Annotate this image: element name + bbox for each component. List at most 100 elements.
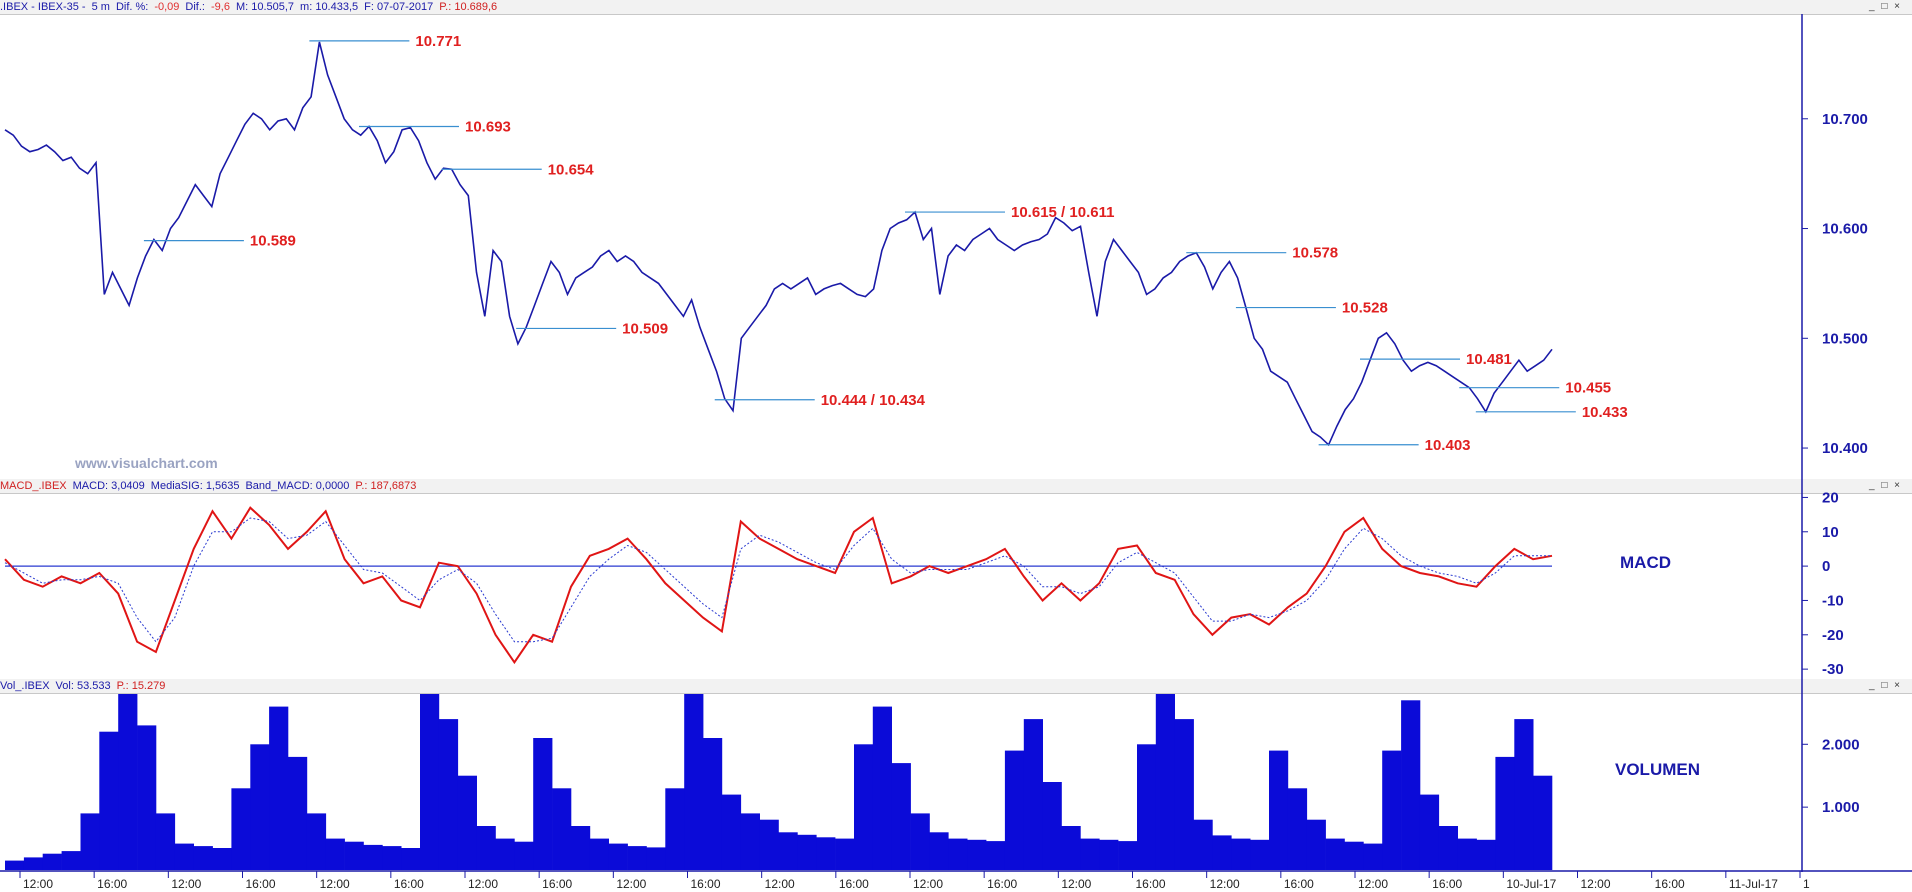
time-tick-label: 12:00 xyxy=(171,877,201,891)
time-tick-label: 1 xyxy=(1803,877,1810,891)
dif-value: -9,6 xyxy=(210,1,230,13)
volume-bar xyxy=(250,744,270,870)
volume-panel: 1.000 2.000 xyxy=(5,694,1860,870)
volume-bar xyxy=(552,788,572,870)
volume-bar xyxy=(420,694,440,870)
volume-bar xyxy=(212,848,232,870)
volume-bar xyxy=(137,725,157,870)
macd-band-value: Band_MACD: 0,0000 xyxy=(245,480,350,492)
volume-bar xyxy=(703,738,723,870)
volume-bar xyxy=(401,848,421,870)
volume-bar xyxy=(1231,838,1251,870)
volume-bar xyxy=(684,694,704,870)
level-label: 10.444 / 10.434 xyxy=(821,392,926,409)
time-tick-label: 16:00 xyxy=(542,877,572,891)
volume-bar xyxy=(174,843,194,870)
volume-bar xyxy=(99,731,119,870)
volume-bar xyxy=(514,841,534,870)
volume-bar xyxy=(1438,826,1458,870)
volume-bar xyxy=(816,837,836,870)
date-value: F: 07-07-2017 xyxy=(364,1,434,13)
price-window-buttons[interactable]: _ □ × xyxy=(1869,1,1902,12)
time-tick-label: 12:00 xyxy=(765,877,795,891)
volume-bar xyxy=(1080,838,1100,870)
volume-bar xyxy=(1212,835,1232,870)
y-tick-label: 0 xyxy=(1822,558,1830,575)
volume-bar xyxy=(1419,794,1440,870)
price-line xyxy=(4,41,1553,447)
volume-bar xyxy=(1118,841,1138,870)
macd-window-buttons[interactable]: _ □ × xyxy=(1869,480,1902,491)
time-tick-label: 16:00 xyxy=(246,877,276,891)
volume-bar xyxy=(42,853,62,870)
volume-bar xyxy=(608,843,628,870)
time-tick-label: 16:00 xyxy=(691,877,721,891)
volume-bar xyxy=(306,813,327,870)
symbol-label: .IBEX - IBEX-35 - xyxy=(0,1,86,13)
volume-bar xyxy=(910,813,930,870)
y-tick-label: -10 xyxy=(1822,592,1844,609)
level-label: 10.403 xyxy=(1425,437,1471,454)
volume-bar xyxy=(835,838,855,870)
volume-bar xyxy=(1457,838,1477,870)
volume-bar xyxy=(438,719,459,870)
volume-panel-header: Vol_.IBEX Vol: 53.533 P.: 15.279 _ □ × xyxy=(0,679,1912,694)
volume-bar xyxy=(231,788,251,870)
watermark: www.visualchart.com xyxy=(74,455,218,471)
volume-bar xyxy=(891,763,911,870)
level-label: 10.771 xyxy=(415,33,461,50)
volume-window-buttons[interactable]: _ □ × xyxy=(1869,680,1902,691)
volume-bar xyxy=(1344,841,1364,870)
level-label: 10.578 xyxy=(1292,245,1338,262)
volume-bar xyxy=(759,819,779,870)
time-tick-label: 16:00 xyxy=(987,877,1017,891)
level-label: 10.528 xyxy=(1342,300,1388,317)
level-label: 10.481 xyxy=(1466,351,1512,368)
volume-bar xyxy=(193,846,213,870)
volume-bar xyxy=(1533,775,1553,870)
volume-bar xyxy=(1137,744,1157,870)
volume-bar xyxy=(797,834,817,870)
macd-signal-value: MediaSIG: 1,5635 xyxy=(150,480,240,492)
volume-bar xyxy=(589,838,609,870)
volume-panel-title: VOLUMEN xyxy=(1615,760,1700,779)
volume-bar xyxy=(457,775,477,870)
macd-last-value: P.: 187,6873 xyxy=(355,480,417,492)
volume-bar xyxy=(23,857,44,870)
volume-bar xyxy=(1269,750,1289,870)
volume-bar xyxy=(325,838,345,870)
volume-bar xyxy=(80,813,100,870)
y-tick-label: 10 xyxy=(1822,524,1839,541)
macd-line xyxy=(4,506,1553,665)
volume-name: Vol_.IBEX xyxy=(0,680,50,692)
time-tick-label: 12:00 xyxy=(468,877,498,891)
volume-bar xyxy=(344,841,364,870)
last-price-value: P.: 10.689,6 xyxy=(439,1,498,13)
price-panel: 10.400 10.500 10.600 10.700 10.771 10.693 10.6… xyxy=(4,33,1868,457)
y-tick-label: 2.000 xyxy=(1822,736,1860,753)
volume-bar xyxy=(1004,750,1025,870)
time-tick-label: 16:00 xyxy=(97,877,127,891)
time-tick-label: 10-Jul-17 xyxy=(1506,877,1556,891)
y-tick-label: 10.600 xyxy=(1822,221,1868,238)
volume-bar xyxy=(778,832,798,870)
volume-bar xyxy=(269,706,289,870)
y-tick-label: -20 xyxy=(1822,627,1844,644)
volume-bar xyxy=(1250,839,1270,870)
time-tick-label: 16:00 xyxy=(1655,877,1685,891)
time-tick-label: 16:00 xyxy=(839,877,869,891)
volume-bar xyxy=(1193,819,1213,870)
macd-name: MACD_.IBEX xyxy=(0,480,67,492)
level-label: 10.654 xyxy=(548,161,595,178)
macd-panel-header: MACD_.IBEX MACD: 3,0409 MediaSIG: 1,5635 Ba… xyxy=(0,479,1912,494)
time-tick-label: 16:00 xyxy=(1432,877,1462,891)
volume-bar xyxy=(929,832,949,870)
max-value: M: 10.505,7 xyxy=(235,1,295,13)
time-tick-label: 16:00 xyxy=(1284,877,1314,891)
macd-panel-title: MACD xyxy=(1620,553,1671,572)
y-tick-label: 10.400 xyxy=(1822,440,1868,457)
volume-bar xyxy=(872,706,892,870)
volume-bar xyxy=(1287,788,1308,870)
dif-label: Dif.: xyxy=(185,1,205,13)
volume-bar xyxy=(155,813,176,870)
